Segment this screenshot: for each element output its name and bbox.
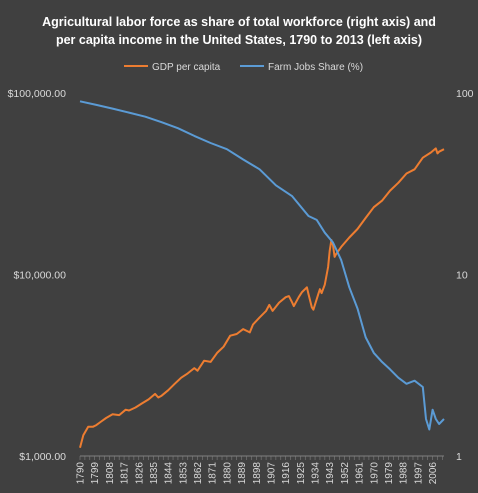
x-tick-label: 1862 — [193, 462, 204, 485]
x-tick-label: 2006 — [428, 462, 439, 485]
right-tick-label: 1 — [456, 451, 462, 463]
x-tick-label: 1826 — [134, 462, 145, 485]
x-tick-label: 1799 — [90, 462, 101, 485]
right-tick-label: 10 — [456, 270, 468, 282]
x-tick-label: 1889 — [237, 462, 248, 485]
right-tick-label: 100 — [456, 88, 474, 100]
x-tick-label: 1961 — [355, 462, 366, 485]
x-tick-label: 1817 — [120, 462, 131, 485]
x-tick-label: 1925 — [296, 462, 307, 485]
x-tick-label: 1898 — [252, 462, 263, 485]
right-axis-ticks: 1 10 100 — [456, 88, 474, 463]
legend: GDP per capita Farm Jobs Share (%) — [124, 62, 363, 73]
x-tick-label: 1979 — [384, 462, 395, 485]
x-tick-label: 1988 — [399, 462, 410, 485]
x-tick-label: 1853 — [178, 462, 189, 485]
chart-title-line-1: Agricultural labor force as share of tot… — [42, 15, 436, 29]
left-tick-label: $1,000.00 — [19, 451, 66, 463]
x-tick-label: 1880 — [222, 462, 233, 485]
x-tick-label: 1943 — [325, 462, 336, 485]
x-tick-label: 1808 — [105, 462, 116, 485]
x-tick-label: 1790 — [76, 462, 87, 485]
x-tick-label: 1844 — [164, 462, 175, 485]
x-axis-ticks: 1790 1799 1808 1817 1826 1835 1844 1853 1862 1871… — [76, 456, 443, 484]
left-axis-ticks: $1,000.00 $10,000.00 $100,000.00 — [8, 88, 67, 463]
chart-title-line-2: per capita income in the United States, … — [56, 33, 422, 47]
x-tick-label: 1871 — [208, 462, 219, 485]
legend-label-farm-jobs: Farm Jobs Share (%) — [268, 62, 363, 73]
legend-label-gdp: GDP per capita — [152, 62, 221, 73]
x-tick-label: 1952 — [340, 462, 351, 485]
x-tick-label: 1907 — [266, 462, 277, 485]
series-line-farm-jobs-share — [79, 100, 445, 431]
x-tick-label: 1997 — [413, 462, 424, 485]
x-tick-label: 1970 — [369, 462, 380, 485]
series-line-gdp-per-capita — [79, 147, 445, 449]
x-tick-label: 1934 — [311, 462, 322, 485]
left-tick-label: $100,000.00 — [8, 88, 67, 100]
x-tick-label: 1916 — [281, 462, 292, 485]
x-tick-label: 1835 — [149, 462, 160, 485]
left-tick-label: $10,000.00 — [13, 270, 66, 282]
series-lines — [79, 100, 445, 449]
